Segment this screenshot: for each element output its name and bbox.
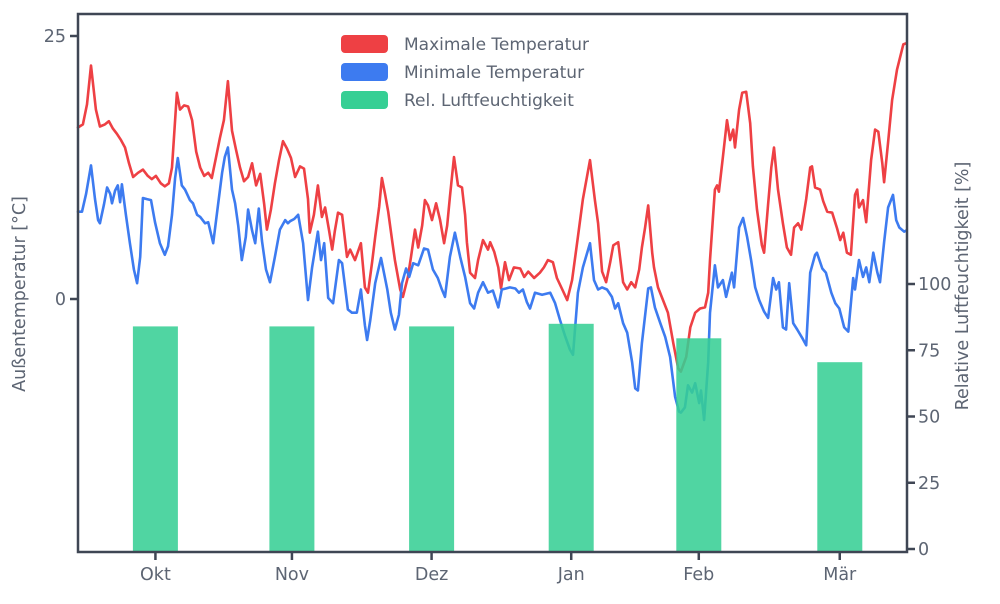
line-min-temp	[76, 146, 908, 422]
right-tick-label-0: 0	[918, 540, 929, 560]
right-axis-label: Relative Luftfeuchtigkeit [%]	[953, 162, 973, 411]
legend: Maximale Temperatur Minimale Temperatur …	[341, 35, 589, 111]
temperature-lines-layer	[76, 42, 908, 422]
left-tick-label-0: 0	[55, 290, 66, 310]
humidity-bar-dez	[409, 326, 455, 551]
humidity-bar-nov	[269, 326, 315, 551]
right-tick-label-25: 25	[918, 474, 940, 494]
legend-label-humidity: Rel. Luftfeuchtigkeit	[404, 91, 574, 111]
x-tick-label-nov: Nov	[275, 565, 309, 585]
humidity-bar-feb	[676, 338, 722, 551]
right-tick-label-100: 100	[918, 275, 951, 295]
legend-swatch-min-temp	[341, 63, 388, 81]
legend-swatch-humidity	[341, 91, 388, 109]
left-tick-label-25: 25	[44, 27, 66, 47]
x-axis-ticks: Okt Nov Dez Jan Feb Mär	[140, 553, 857, 585]
x-tick-label-dez: Dez	[415, 565, 448, 585]
humidity-bars-layer	[132, 323, 863, 552]
x-tick-label-feb: Feb	[683, 565, 714, 585]
humidity-bar-okt	[132, 326, 178, 551]
right-tick-label-75: 75	[918, 341, 940, 361]
x-tick-label-okt: Okt	[140, 565, 171, 585]
legend-label-max-temp: Maximale Temperatur	[404, 35, 589, 55]
right-axis-ticks: 100 75 50 25 0	[908, 275, 951, 560]
left-axis-ticks: 25 0	[44, 27, 77, 310]
legend-swatch-max-temp	[341, 35, 388, 53]
x-tick-label-mär: Mär	[823, 565, 857, 585]
humidity-bar-mär	[817, 362, 863, 551]
right-tick-label-50: 50	[918, 408, 940, 428]
left-axis-label: Außentemperatur [°C]	[10, 196, 30, 392]
humidity-bar-jan	[548, 323, 594, 552]
x-tick-label-jan: Jan	[557, 565, 585, 585]
legend-label-min-temp: Minimale Temperatur	[404, 63, 584, 83]
plot-frame	[76, 12, 909, 554]
line-max-temp	[76, 42, 908, 373]
